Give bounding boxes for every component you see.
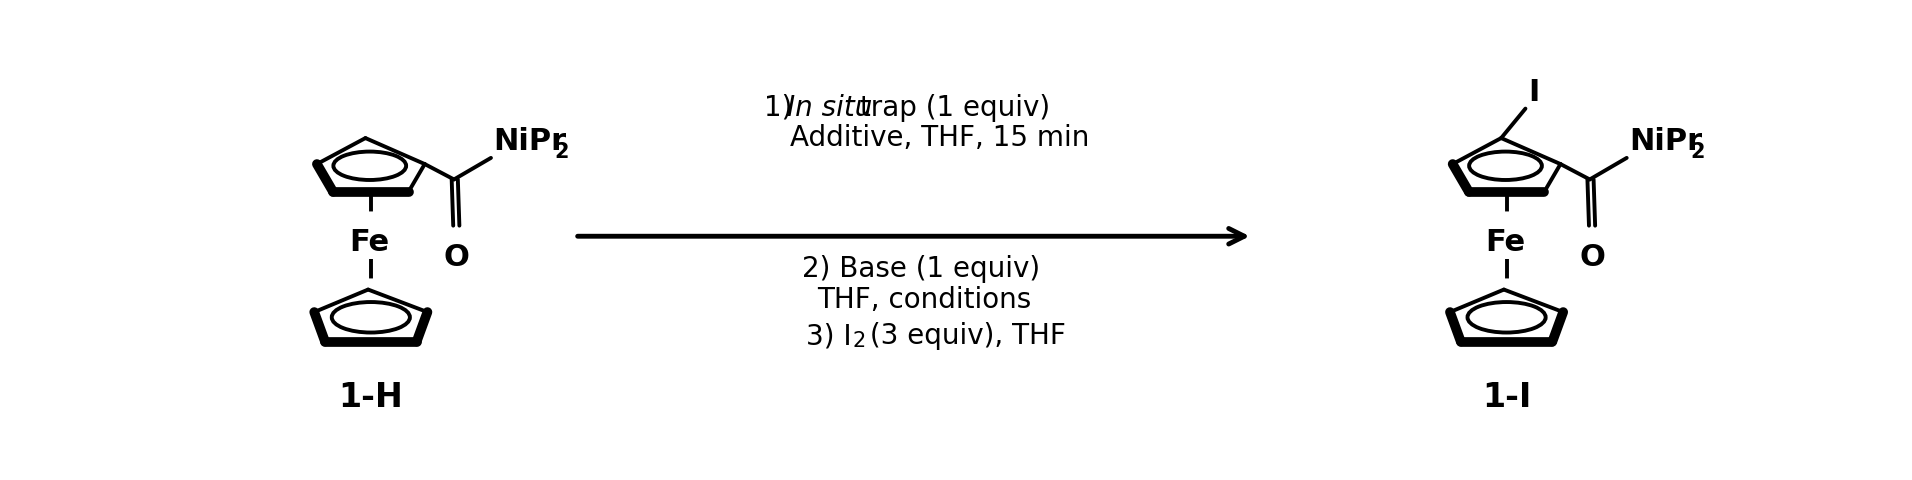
Text: 1-I: 1-I (1482, 382, 1532, 414)
Text: Fe: Fe (350, 228, 390, 257)
Text: 2: 2 (1690, 142, 1706, 162)
Text: THF, conditions: THF, conditions (818, 286, 1032, 314)
Text: 1): 1) (763, 94, 801, 121)
Text: 2) Base (1 equiv): 2) Base (1 equiv) (801, 255, 1040, 283)
Text: (3 equiv), THF: (3 equiv), THF (860, 323, 1067, 350)
Text: O: O (1579, 243, 1604, 272)
Text: Fe: Fe (1486, 228, 1526, 257)
Text: O: O (444, 243, 468, 272)
Text: 2: 2 (554, 142, 570, 162)
Text: NiPr: NiPr (1629, 127, 1702, 156)
Text: 2: 2 (853, 331, 866, 351)
Text: trap (1 equiv): trap (1 equiv) (851, 94, 1050, 121)
Text: 3) I: 3) I (805, 323, 851, 350)
Text: I: I (1528, 78, 1539, 107)
Text: NiPr: NiPr (493, 127, 566, 156)
Text: Additive, THF, 15 min: Additive, THF, 15 min (790, 124, 1090, 153)
Text: 1-H: 1-H (338, 382, 403, 414)
Text: In situ: In situ (786, 94, 872, 121)
